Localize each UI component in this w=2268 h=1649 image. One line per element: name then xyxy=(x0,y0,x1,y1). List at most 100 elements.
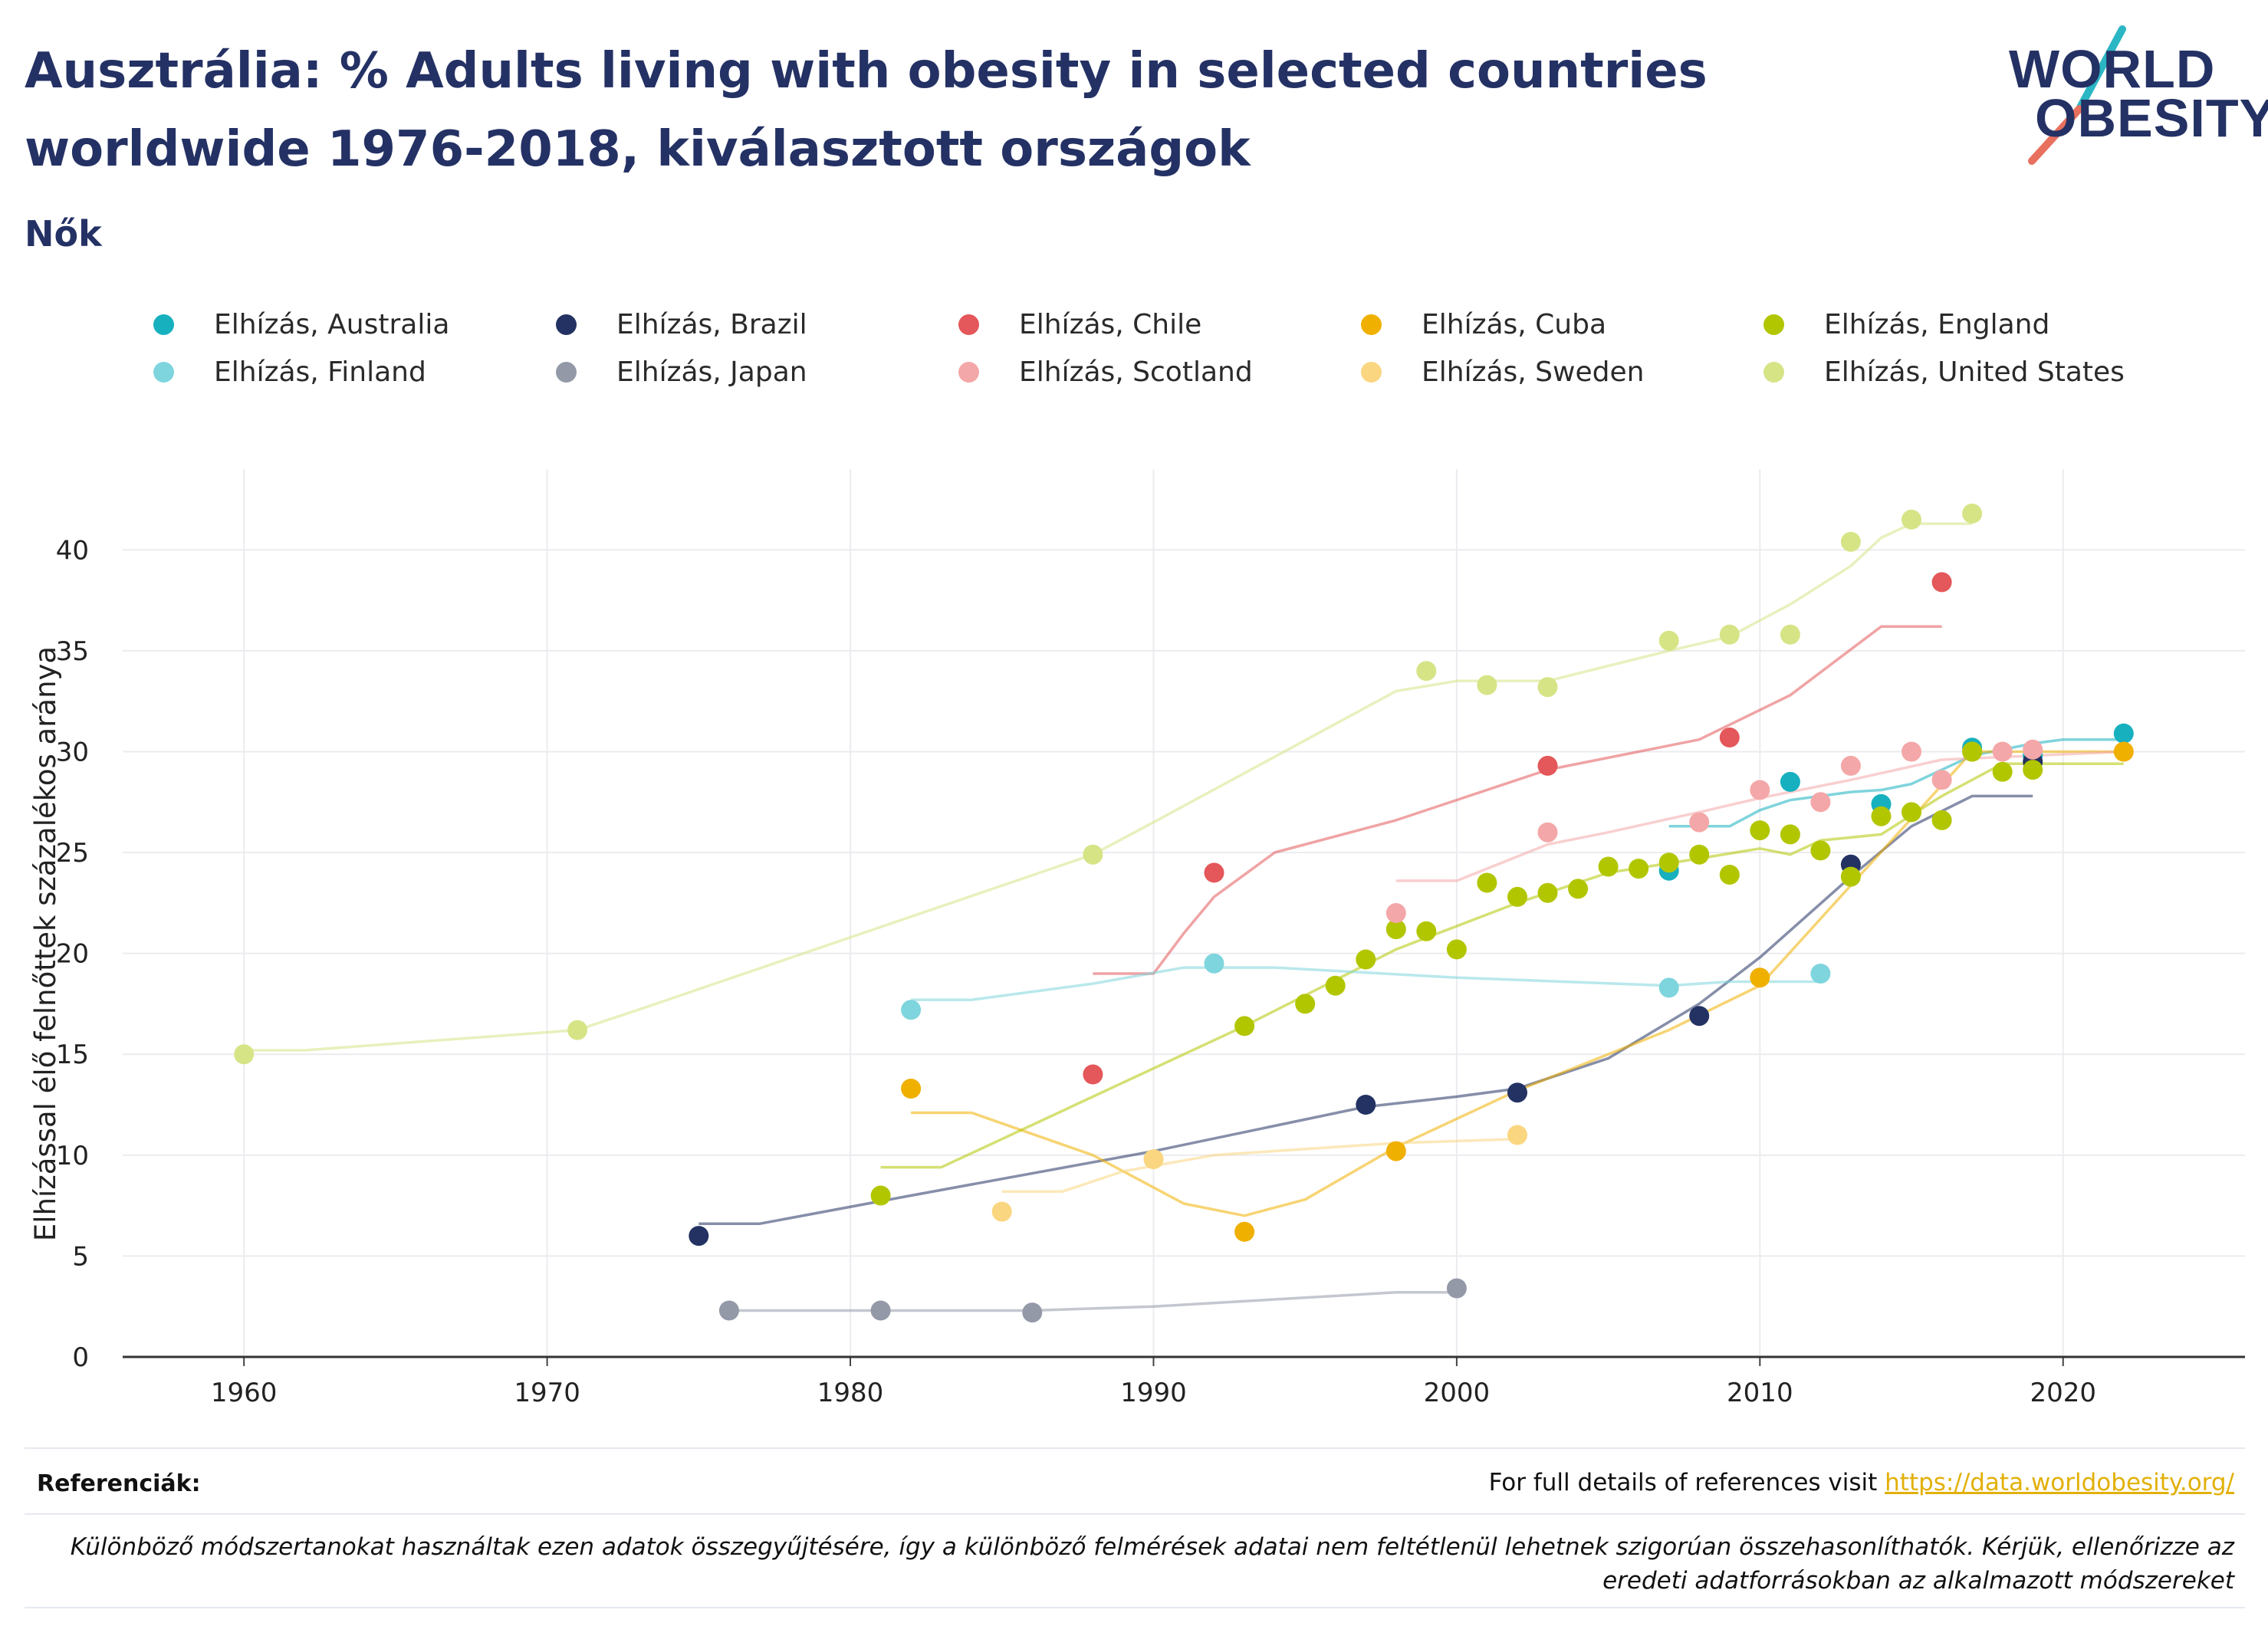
legend-item[interactable]: Elhízás, Chile xyxy=(958,305,1201,343)
data-point xyxy=(2113,723,2134,744)
legend-swatch xyxy=(556,361,577,383)
trend-line xyxy=(244,522,1973,1052)
data-point xyxy=(1750,820,1770,841)
data-point xyxy=(689,1226,709,1247)
data-point xyxy=(1356,949,1376,970)
references-prefix: For full details of references visit xyxy=(1488,1469,1878,1496)
footer-divider-top xyxy=(25,1447,2245,1449)
data-point xyxy=(1658,977,1679,998)
x-tick-label: 2010 xyxy=(1727,1378,1793,1408)
trend-line xyxy=(880,762,2124,1169)
legend-item[interactable]: Elhízás, United States xyxy=(1763,353,2125,391)
data-point xyxy=(234,1044,255,1065)
data-point xyxy=(1446,939,1467,960)
data-point xyxy=(1385,919,1406,940)
legend-label: Elhízás, Brazil xyxy=(616,308,807,340)
chart-title: Ausztrália: % Adults living with obesity… xyxy=(25,43,1708,178)
data-point xyxy=(1083,1064,1103,1085)
y-tick-label: 40 xyxy=(56,535,89,566)
legend-item[interactable]: Elhízás, Scotland xyxy=(958,353,1253,391)
data-point xyxy=(1810,840,1831,861)
data-point xyxy=(1022,1302,1043,1323)
trend-line xyxy=(1668,737,2124,828)
legend-item[interactable]: Elhízás, Finland xyxy=(153,353,426,391)
line-scatter-chart: 0 5 10 15 20 25 30 35 40 1960 1970 1980 1990 2000 2010… xyxy=(29,469,2245,1408)
chart-legend: Elhízás, Australia Elhízás, Brazil Elhízás… xyxy=(153,305,2224,412)
data-point xyxy=(1537,677,1558,698)
data-point xyxy=(1931,572,1952,593)
data-point xyxy=(1385,903,1406,923)
legend-item[interactable]: Elhízás, England xyxy=(1763,305,2049,343)
legend-label: Elhízás, Cuba xyxy=(1422,308,1607,340)
data-point xyxy=(1780,771,1800,792)
chart-subtitle: Nők xyxy=(25,213,102,255)
data-point xyxy=(1962,503,1983,524)
trend-line xyxy=(1001,1138,1518,1193)
data-point xyxy=(1719,728,1740,747)
x-tick-label: 1960 xyxy=(211,1378,278,1408)
references-label: Referenciák: xyxy=(37,1470,201,1497)
legend-label: Elhízás, United States xyxy=(1824,356,2125,388)
legend-swatch xyxy=(958,361,979,383)
references-link[interactable]: https://data.worldobesity.org/ xyxy=(1885,1469,2234,1496)
data-point xyxy=(1537,882,1558,903)
data-point xyxy=(1840,531,1861,552)
data-point xyxy=(1325,975,1346,996)
y-tick-label: 10 xyxy=(56,1141,89,1171)
data-point xyxy=(718,1300,739,1321)
data-point xyxy=(991,1201,1012,1222)
data-point xyxy=(567,1020,588,1040)
data-point xyxy=(1507,886,1527,907)
data-point xyxy=(1234,1016,1255,1036)
legend-swatch xyxy=(958,314,979,335)
data-point xyxy=(1840,866,1861,887)
data-point xyxy=(2023,739,2043,760)
legend-label: Elhízás, Chile xyxy=(1019,308,1202,340)
data-point xyxy=(1507,1125,1527,1145)
y-tick-label: 0 xyxy=(72,1342,89,1373)
legend-item[interactable]: Elhízás, Brazil xyxy=(556,305,807,343)
data-point xyxy=(1719,865,1740,885)
data-point xyxy=(1537,755,1558,776)
legend-label: Elhízás, England xyxy=(1824,308,2050,340)
references-text: For full details of references visit htt… xyxy=(1489,1469,2234,1496)
legend-item[interactable]: Elhízás, Japan xyxy=(556,353,807,391)
data-point xyxy=(1750,967,1770,988)
data-point xyxy=(901,1079,922,1099)
data-point xyxy=(1446,1278,1467,1299)
data-point xyxy=(870,1185,891,1206)
legend-label: Elhízás, Sweden xyxy=(1422,356,1645,388)
data-point xyxy=(1234,1221,1255,1242)
data-point xyxy=(1902,802,1921,823)
legend-item[interactable]: Elhízás, Australia xyxy=(153,305,449,343)
data-point xyxy=(1750,780,1770,800)
y-tick-label: 30 xyxy=(56,737,89,767)
footer-divider-bottom xyxy=(25,1607,2245,1608)
data-point xyxy=(1992,761,2013,782)
legend-swatch xyxy=(1361,314,1382,335)
x-tick-label: 1980 xyxy=(817,1378,884,1408)
data-point xyxy=(1931,770,1952,790)
legend-item[interactable]: Elhízás, Sweden xyxy=(1361,353,1644,391)
trend-line xyxy=(728,1291,1457,1312)
data-point xyxy=(1931,810,1952,830)
legend-swatch xyxy=(1361,361,1382,383)
logo-slash-icon xyxy=(2028,25,2126,165)
data-point xyxy=(1658,630,1679,651)
data-point xyxy=(1416,921,1437,941)
data-point xyxy=(1356,1095,1376,1115)
legend-swatch xyxy=(1763,361,1784,383)
trend-line xyxy=(911,966,1821,1001)
data-point xyxy=(1143,1149,1164,1170)
data-point xyxy=(1204,862,1224,883)
y-tick-label: 25 xyxy=(56,838,89,869)
data-point xyxy=(1204,953,1224,974)
legend-swatch xyxy=(556,314,577,335)
world-obesity-logo[interactable]: WORLD OBESITY xyxy=(1994,23,2268,169)
data-point xyxy=(1902,741,1921,762)
x-tick-label: 1990 xyxy=(1120,1378,1187,1408)
legend-swatch xyxy=(1763,314,1784,335)
legend-item[interactable]: Elhízás, Cuba xyxy=(1361,305,1606,343)
data-point xyxy=(1477,675,1497,695)
data-point xyxy=(1568,879,1589,899)
